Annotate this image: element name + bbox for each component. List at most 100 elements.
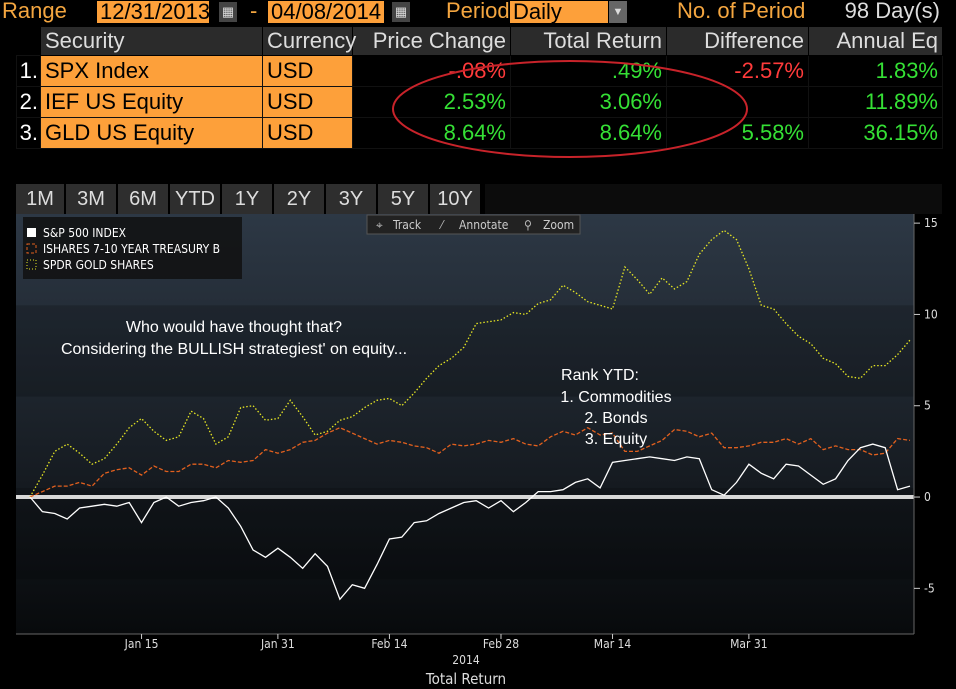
tab-6m[interactable]: 6M: [118, 184, 168, 214]
y-tick-label: 5: [924, 399, 931, 413]
legend-bg: [23, 217, 242, 279]
currency-cell: USD: [262, 86, 353, 118]
annual-eq-cell: 36.15%: [808, 117, 943, 149]
grid-band: [16, 487, 914, 580]
start-date-calendar-icon[interactable]: ▦: [219, 2, 237, 22]
series-line-gld: [29, 229, 911, 498]
table-row[interactable]: 1. SPX Index USD -.08% .49% -2.57% 1.83%: [16, 55, 943, 87]
y-tick-label: -5: [924, 581, 935, 595]
annotate-button[interactable]: Annotate: [459, 218, 509, 232]
total-return-cell: 8.64%: [510, 117, 667, 149]
total-return-cell: .49%: [510, 55, 667, 87]
chart-toolbar: ⌖ Track ⁄ Annotate ⚲ Zoom: [366, 214, 581, 235]
y-tick-label: 10: [924, 307, 938, 321]
series-lines: [29, 229, 911, 601]
row-number: 2.: [16, 86, 41, 118]
annotation-comment: Considering the BULLISH strategiest' on …: [61, 341, 407, 358]
series-line-ief: [29, 426, 911, 498]
x-tick-label: Mar 14: [594, 637, 632, 651]
security-cell[interactable]: SPX Index: [40, 55, 263, 87]
difference-cell: [666, 86, 809, 118]
x-axis-title: Total Return: [425, 670, 506, 688]
security-cell[interactable]: GLD US Equity: [40, 117, 263, 149]
end-date-calendar-icon[interactable]: ▦: [392, 2, 410, 22]
legend-label-ief: ISHARES 7-10 YEAR TREASURY B: [43, 242, 220, 256]
tab-10y[interactable]: 10Y: [430, 184, 480, 214]
track-button[interactable]: Track: [392, 218, 422, 232]
col-difference[interactable]: Difference: [666, 26, 809, 56]
x-tick-label: Jan 31: [260, 637, 295, 651]
x-tick-label: Feb 14: [371, 637, 407, 651]
total-return-chart[interactable]: 15 10 5 0 -5 Jan 15 Jan 31 Feb 14 Feb 28 Mar 14 M…: [16, 214, 942, 689]
annual-eq-cell: 1.83%: [808, 55, 943, 87]
end-date-field[interactable]: 04/08/2014: [268, 1, 384, 23]
total-return-cell: 3.06%: [510, 86, 667, 118]
col-annual-eq[interactable]: Annual Eq: [808, 26, 943, 56]
difference-cell: -2.57%: [666, 55, 809, 87]
rank-item-1: 1. Commodities: [560, 389, 671, 406]
y-axis: 15 10 5 0 -5: [913, 214, 938, 634]
tab-1m[interactable]: 1M: [16, 184, 64, 214]
x-tick-label: Feb 28: [483, 637, 519, 651]
tab-ytd[interactable]: YTD: [170, 184, 220, 214]
pencil-icon[interactable]: ⁄: [439, 218, 445, 232]
rank-item-2: 2. Bonds: [584, 410, 647, 427]
price-change-cell: 8.64%: [352, 117, 511, 149]
price-change-cell: -.08%: [352, 55, 511, 87]
legend-swatch-ief: [26, 243, 37, 254]
crosshair-icon[interactable]: ⌖: [376, 218, 383, 232]
tabs-filler: [485, 184, 942, 214]
tab-5y[interactable]: 5Y: [378, 184, 428, 214]
period-dropdown-icon[interactable]: ▼: [609, 1, 627, 23]
col-currency[interactable]: Currency: [262, 26, 356, 56]
table-row[interactable]: 2. IEF US Equity USD 2.53% 3.06% 11.89%: [16, 86, 943, 118]
security-cell[interactable]: IEF US Equity: [40, 86, 263, 118]
start-date-field[interactable]: 12/31/2013: [97, 1, 210, 23]
range-label: Range: [2, 0, 67, 23]
annotation-question: Who would have thought that?: [126, 319, 342, 336]
currency-cell: USD: [262, 55, 353, 87]
rank-title: Rank YTD:: [561, 367, 639, 384]
x-tick-label: Jan 15: [124, 637, 159, 651]
plot-area: [16, 214, 914, 634]
difference-cell: 5.58%: [666, 117, 809, 149]
tab-3y[interactable]: 3Y: [326, 184, 376, 214]
legend-swatch-spx: [27, 228, 36, 237]
price-change-cell: 2.53%: [352, 86, 511, 118]
tab-3m[interactable]: 3M: [66, 184, 116, 214]
x-axis: Jan 15 Jan 31 Feb 14 Feb 28 Mar 14 Mar 31: [16, 633, 914, 651]
currency-cell: USD: [262, 117, 353, 149]
row-number-header: [16, 26, 41, 56]
tab-2y[interactable]: 2Y: [274, 184, 324, 214]
security-table: Security Currency Price Change Total Ret…: [16, 26, 943, 149]
table-header-row: Security Currency Price Change Total Ret…: [16, 26, 943, 56]
period-select[interactable]: Daily: [510, 1, 608, 23]
col-total-return[interactable]: Total Return: [510, 26, 667, 56]
col-security[interactable]: Security: [40, 26, 263, 56]
tab-1y[interactable]: 1Y: [222, 184, 272, 214]
period-label: Period: [446, 0, 510, 23]
series-line-spx: [29, 443, 911, 601]
legend-label-gld: SPDR GOLD SHARES: [43, 258, 154, 272]
num-period-label: No. of Period: [677, 0, 806, 23]
x-tick-label: Mar 31: [730, 637, 768, 651]
grid-band: [16, 305, 914, 397]
zoom-icon[interactable]: ⚲: [524, 218, 532, 232]
col-price-change[interactable]: Price Change: [352, 26, 511, 56]
y-tick-label: 0: [924, 490, 931, 504]
row-number: 1.: [16, 55, 41, 87]
legend-label-spx: S&P 500 INDEX: [43, 226, 127, 240]
chart-legend: S&P 500 INDEX ISHARES 7-10 YEAR TREASURY…: [23, 217, 242, 279]
toolbar-bg: [366, 214, 581, 235]
row-number: 3.: [16, 117, 41, 149]
zoom-button[interactable]: Zoom: [543, 218, 574, 232]
header-bar: Range 12/31/2013 ▦ - 04/08/2014 ▦ Period…: [0, 0, 956, 24]
num-period-value: 98 Day(s): [844, 0, 940, 23]
time-range-tabs: 1M 3M 6M YTD 1Y 2Y 3Y 5Y 10Y: [16, 184, 480, 214]
annual-eq-cell: 11.89%: [808, 86, 943, 118]
x-year-label: 2014: [452, 653, 480, 667]
rank-item-3: 3. Equity: [585, 431, 647, 448]
y-tick-label: 15: [924, 216, 938, 230]
range-separator: -: [250, 0, 258, 23]
table-row[interactable]: 3. GLD US Equity USD 8.64% 8.64% 5.58% 3…: [16, 117, 943, 149]
